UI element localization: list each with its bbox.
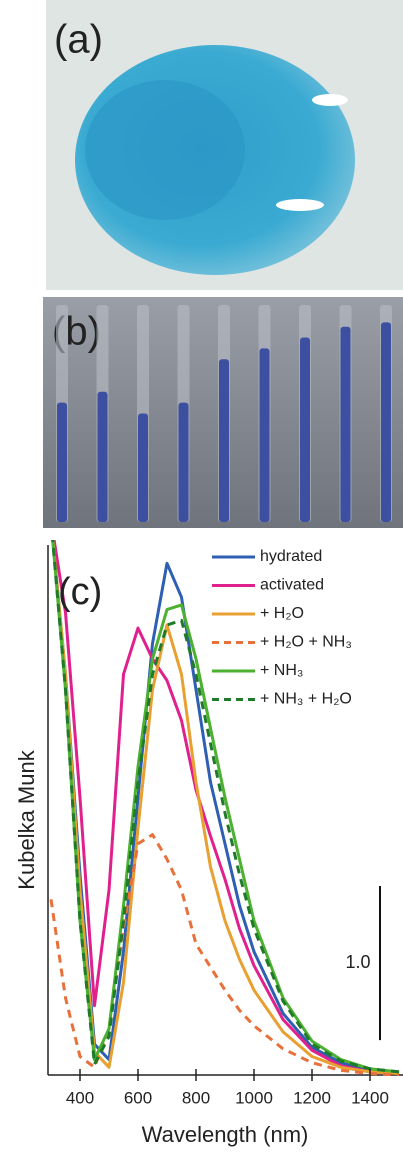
legend-label: + H₂O + NH₃ — [260, 634, 352, 651]
x-tick-label: 600 — [124, 1088, 152, 1107]
x-tick-label: 400 — [66, 1088, 94, 1107]
x-tick-label: 1000 — [235, 1088, 273, 1107]
series-line — [51, 540, 400, 1074]
x-axis-title: Wavelength (nm) — [142, 1122, 309, 1147]
series-line — [51, 540, 400, 1075]
tube-fill — [57, 402, 67, 522]
x-tick-label: 800 — [182, 1088, 210, 1107]
scale-bar-label: 1.0 — [345, 952, 370, 972]
tube-fill — [138, 413, 148, 522]
legend-label: + NH₃ — [260, 662, 303, 679]
y-axis-title: Kubelka Munk — [14, 749, 39, 889]
x-tick-label: 1400 — [351, 1088, 389, 1107]
series-line — [52, 540, 400, 1075]
panel-label: (a) — [54, 18, 103, 62]
plot-area — [49, 540, 400, 1076]
tube-fill — [97, 391, 108, 522]
panel-label: (c) — [58, 571, 102, 613]
tube-fill — [178, 402, 189, 522]
legend-label: hydrated — [260, 548, 322, 565]
legend-label: + NH₃ + H₂O — [260, 691, 352, 708]
tube-fill — [259, 348, 270, 522]
tube-fill — [340, 326, 351, 522]
tube-fill — [300, 337, 310, 522]
tube-fill — [219, 359, 229, 522]
series-line — [51, 540, 400, 1074]
x-tick-label: 1200 — [293, 1088, 331, 1107]
photo-b: (b) — [43, 297, 403, 528]
legend-label: + H₂O — [260, 605, 304, 622]
legend-label: activated — [260, 577, 324, 594]
photo-a: (a) — [46, 0, 403, 290]
tube-fill — [381, 322, 391, 522]
